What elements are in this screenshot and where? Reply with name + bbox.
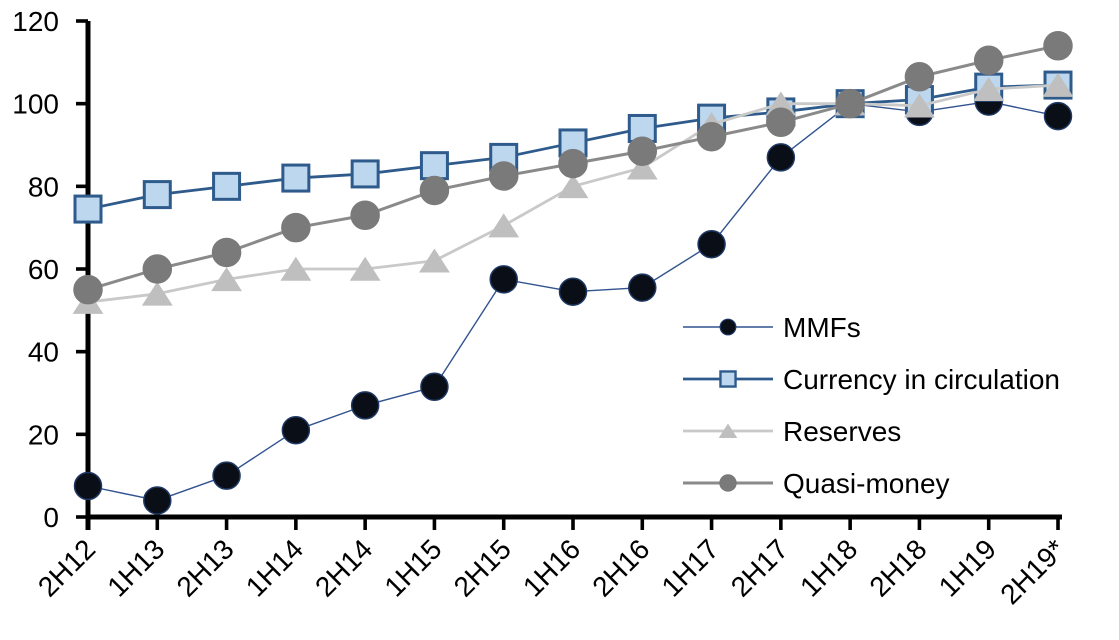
data-point-currency-in-circulation xyxy=(281,163,311,193)
data-point-quasi-money xyxy=(419,175,450,206)
data-point-quasi-money xyxy=(211,237,242,268)
x-axis-tick-label: 2H17 xyxy=(725,533,794,602)
data-point-mmfs xyxy=(350,391,380,420)
x-axis-tick-label: 1H15 xyxy=(378,533,447,602)
data-point-quasi-money xyxy=(904,62,935,92)
x-axis-tick-label: 2H14 xyxy=(309,533,378,602)
data-point-mmfs xyxy=(212,461,241,490)
legend-marker-reserves xyxy=(718,423,738,439)
data-point-quasi-money xyxy=(696,121,727,152)
data-point-quasi-money xyxy=(488,161,519,191)
data-point-mmfs xyxy=(697,229,726,259)
x-axis-tick-label: 1H17 xyxy=(656,533,725,602)
y-axis-tick-label: 120 xyxy=(12,6,59,37)
data-point-mmfs xyxy=(73,471,103,501)
data-point-quasi-money xyxy=(766,107,796,138)
legend-label-quasi-money: Quasi-money xyxy=(783,468,950,499)
legend-marker-mmfs xyxy=(719,318,737,336)
y-axis-tick-label: 20 xyxy=(28,419,59,450)
data-point-quasi-money xyxy=(73,274,103,305)
legend-label-reserves: Reserves xyxy=(783,416,901,447)
x-axis-tick-label: 1H18 xyxy=(794,533,863,602)
x-axis-tick-label: 1H19 xyxy=(933,533,1002,602)
data-point-quasi-money xyxy=(1043,31,1073,61)
data-point-currency-in-circulation xyxy=(73,194,103,224)
x-axis-tick-label: 2H15 xyxy=(448,533,517,602)
data-point-quasi-money xyxy=(558,148,588,179)
y-axis-tick-label: 80 xyxy=(28,171,59,202)
data-point-reserves xyxy=(973,76,1005,102)
data-point-mmfs xyxy=(143,486,172,515)
data-point-mmfs xyxy=(281,415,311,445)
legend-marker-currency-in-circulation xyxy=(719,370,737,388)
x-axis-tick-label: 1H16 xyxy=(517,533,586,602)
y-axis-tick-label: 60 xyxy=(28,254,59,285)
legend-marker-quasi-money xyxy=(719,474,737,492)
data-point-reserves xyxy=(1042,72,1074,97)
y-axis-tick-label: 40 xyxy=(28,337,59,368)
data-point-mmfs xyxy=(420,372,449,402)
data-point-mmfs xyxy=(766,143,796,172)
y-axis-tick-label: 0 xyxy=(43,502,59,533)
y-axis-tick-label: 100 xyxy=(12,89,59,120)
data-point-reserves xyxy=(419,248,450,273)
data-point-currency-in-circulation xyxy=(350,159,380,189)
data-point-mmfs xyxy=(489,265,518,294)
data-point-reserves xyxy=(626,155,658,180)
x-axis-tick-label: 2H16 xyxy=(586,533,655,602)
legend-label-currency-in-circulation: Currency in circulation xyxy=(783,364,1060,395)
data-point-currency-in-circulation xyxy=(142,180,172,210)
data-point-mmfs xyxy=(558,277,588,306)
x-axis-tick-label: 2H13 xyxy=(171,533,240,602)
x-axis-tick-label: 2H12 xyxy=(32,533,101,602)
data-point-reserves xyxy=(557,174,589,199)
data-point-reserves xyxy=(488,213,520,238)
data-point-quasi-money xyxy=(350,200,380,231)
data-point-currency-in-circulation xyxy=(212,171,242,201)
x-axis-tick-label: 1H14 xyxy=(240,533,309,602)
data-point-reserves xyxy=(349,256,381,281)
data-point-quasi-money xyxy=(973,45,1004,76)
data-point-mmfs xyxy=(628,273,657,302)
data-point-quasi-money xyxy=(835,88,865,119)
data-point-reserves xyxy=(904,93,935,118)
x-axis-tick-label: 1H13 xyxy=(101,533,170,602)
data-point-mmfs xyxy=(1043,101,1073,131)
data-point-quasi-money xyxy=(142,254,173,284)
legend-label-mmfs: MMFs xyxy=(783,312,861,343)
data-point-quasi-money xyxy=(627,136,658,166)
data-point-reserves xyxy=(141,281,173,306)
x-axis-tick-label: 2H19* xyxy=(994,533,1071,610)
data-point-reserves xyxy=(280,256,312,281)
data-point-quasi-money xyxy=(281,212,311,243)
x-axis-tick-label: 2H18 xyxy=(863,533,932,602)
data-point-currency-in-circulation xyxy=(419,151,449,181)
data-point-reserves xyxy=(211,267,242,292)
